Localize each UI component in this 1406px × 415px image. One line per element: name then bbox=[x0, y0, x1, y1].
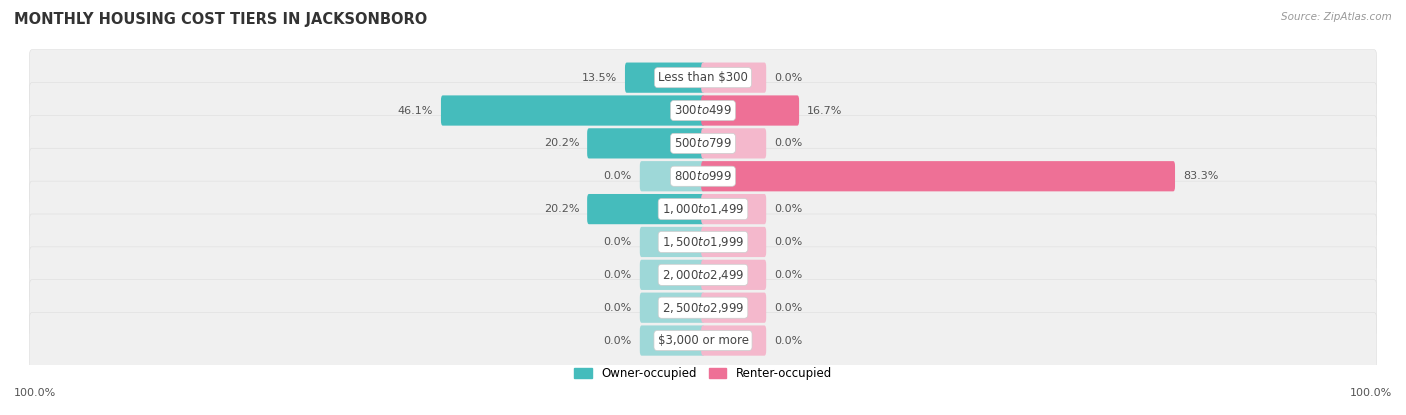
FancyBboxPatch shape bbox=[640, 260, 704, 290]
FancyBboxPatch shape bbox=[640, 293, 704, 323]
FancyBboxPatch shape bbox=[30, 50, 1376, 105]
FancyBboxPatch shape bbox=[640, 161, 704, 191]
FancyBboxPatch shape bbox=[702, 63, 766, 93]
Text: 0.0%: 0.0% bbox=[603, 237, 631, 247]
FancyBboxPatch shape bbox=[702, 325, 766, 356]
FancyBboxPatch shape bbox=[30, 247, 1376, 303]
Text: 0.0%: 0.0% bbox=[775, 303, 803, 312]
Text: 0.0%: 0.0% bbox=[775, 204, 803, 214]
Text: $300 to $499: $300 to $499 bbox=[673, 104, 733, 117]
FancyBboxPatch shape bbox=[30, 83, 1376, 139]
Text: 0.0%: 0.0% bbox=[775, 73, 803, 83]
Text: 20.2%: 20.2% bbox=[544, 138, 579, 149]
Text: 20.2%: 20.2% bbox=[544, 204, 579, 214]
Text: 100.0%: 100.0% bbox=[14, 388, 56, 398]
Text: $2,000 to $2,499: $2,000 to $2,499 bbox=[662, 268, 744, 282]
Text: 0.0%: 0.0% bbox=[775, 336, 803, 346]
Text: 100.0%: 100.0% bbox=[1350, 388, 1392, 398]
Text: 0.0%: 0.0% bbox=[603, 336, 631, 346]
Text: Source: ZipAtlas.com: Source: ZipAtlas.com bbox=[1281, 12, 1392, 22]
Text: 0.0%: 0.0% bbox=[775, 237, 803, 247]
FancyBboxPatch shape bbox=[441, 95, 704, 126]
FancyBboxPatch shape bbox=[30, 115, 1376, 171]
FancyBboxPatch shape bbox=[640, 325, 704, 356]
Text: $3,000 or more: $3,000 or more bbox=[658, 334, 748, 347]
FancyBboxPatch shape bbox=[588, 194, 704, 224]
FancyBboxPatch shape bbox=[30, 148, 1376, 204]
FancyBboxPatch shape bbox=[30, 280, 1376, 336]
FancyBboxPatch shape bbox=[702, 260, 766, 290]
Text: MONTHLY HOUSING COST TIERS IN JACKSONBORO: MONTHLY HOUSING COST TIERS IN JACKSONBOR… bbox=[14, 12, 427, 27]
FancyBboxPatch shape bbox=[30, 312, 1376, 369]
FancyBboxPatch shape bbox=[30, 181, 1376, 237]
Text: 83.3%: 83.3% bbox=[1182, 171, 1219, 181]
Text: 16.7%: 16.7% bbox=[807, 105, 842, 115]
FancyBboxPatch shape bbox=[588, 128, 704, 159]
FancyBboxPatch shape bbox=[702, 194, 766, 224]
FancyBboxPatch shape bbox=[30, 214, 1376, 270]
Text: 46.1%: 46.1% bbox=[398, 105, 433, 115]
FancyBboxPatch shape bbox=[640, 227, 704, 257]
Text: Less than $300: Less than $300 bbox=[658, 71, 748, 84]
Text: 0.0%: 0.0% bbox=[603, 171, 631, 181]
Legend: Owner-occupied, Renter-occupied: Owner-occupied, Renter-occupied bbox=[569, 363, 837, 385]
Text: 0.0%: 0.0% bbox=[775, 270, 803, 280]
Text: 0.0%: 0.0% bbox=[775, 138, 803, 149]
Text: $1,000 to $1,499: $1,000 to $1,499 bbox=[662, 202, 744, 216]
FancyBboxPatch shape bbox=[702, 293, 766, 323]
Text: $500 to $799: $500 to $799 bbox=[673, 137, 733, 150]
FancyBboxPatch shape bbox=[702, 95, 799, 126]
FancyBboxPatch shape bbox=[702, 161, 1175, 191]
Text: 0.0%: 0.0% bbox=[603, 303, 631, 312]
Text: $2,500 to $2,999: $2,500 to $2,999 bbox=[662, 301, 744, 315]
Text: 0.0%: 0.0% bbox=[603, 270, 631, 280]
Text: $800 to $999: $800 to $999 bbox=[673, 170, 733, 183]
Text: 13.5%: 13.5% bbox=[582, 73, 617, 83]
FancyBboxPatch shape bbox=[702, 128, 766, 159]
FancyBboxPatch shape bbox=[702, 227, 766, 257]
FancyBboxPatch shape bbox=[624, 63, 704, 93]
Text: $1,500 to $1,999: $1,500 to $1,999 bbox=[662, 235, 744, 249]
